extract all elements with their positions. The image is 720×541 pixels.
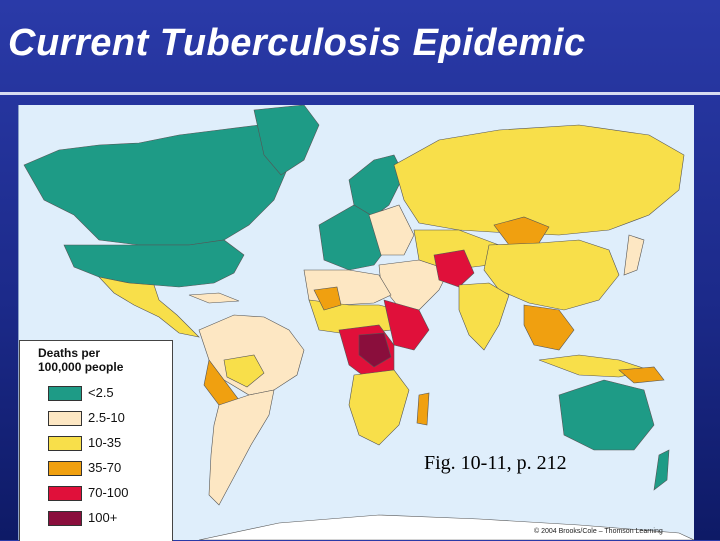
world-map [18, 105, 694, 540]
region-papua [618, 366, 665, 384]
region-afghanistan-pakistan [433, 249, 475, 288]
region-canada-alaska [23, 124, 290, 246]
legend-title-line1: Deaths per [38, 346, 101, 360]
legend-label: 10-35 [88, 435, 122, 450]
legend-swatch [48, 386, 82, 401]
region-china [483, 239, 620, 311]
region-east-africa [383, 299, 430, 351]
region-greenland [253, 105, 320, 176]
world-map-graphic [23, 105, 694, 540]
legend-swatch [48, 411, 82, 426]
region-brazil-centre [223, 354, 265, 388]
legend-item-70-100: 70-100 [48, 485, 168, 501]
legend-swatch [48, 436, 82, 451]
region-madagascar [416, 392, 430, 426]
legend-label: <2.5 [88, 385, 114, 400]
legend-item-10-35: 10-35 [48, 435, 168, 451]
region-australia [558, 379, 655, 451]
legend-title-line2: 100,000 people [38, 360, 124, 374]
legend-swatch [48, 486, 82, 501]
legend-item-35-70: 35-70 [48, 460, 168, 476]
title-divider [0, 92, 720, 95]
legend-item-100-plus: 100+ [48, 510, 168, 526]
region-japan [623, 234, 645, 276]
region-caribbean [188, 292, 240, 304]
region-new-zealand [653, 449, 670, 491]
region-north-africa [303, 269, 392, 306]
region-central-russia-hotspot [493, 216, 550, 246]
copyright-credit: © 2004 Brooks/Cole – Thomson Learning [534, 528, 663, 535]
region-russia [393, 124, 685, 236]
legend-label: 70-100 [88, 485, 129, 500]
legend-title: Deaths per 100,000 people [38, 346, 168, 374]
region-southeast-asia [523, 304, 575, 351]
region-mexico-central-america [98, 276, 200, 338]
legend-swatch [48, 511, 82, 526]
region-india [458, 282, 510, 351]
legend-label: 100+ [88, 510, 118, 525]
slide-title: Current Tuberculosis Epidemic [8, 22, 586, 64]
region-eastern-europe [368, 204, 415, 256]
region-central-africa-severe [358, 332, 392, 368]
legend-item-2-5-10: 2.5-10 [48, 410, 168, 426]
region-west-africa-hotspot [313, 286, 342, 311]
legend-item-lt-2-5: <2.5 [48, 385, 168, 401]
region-south-america-south [208, 389, 275, 506]
legend-swatch [48, 461, 82, 476]
figure-caption: Fig. 10-11, p. 212 [424, 452, 567, 474]
legend-label: 2.5-10 [88, 410, 125, 425]
legend-label: 35-70 [88, 460, 122, 475]
region-southern-africa [348, 369, 410, 446]
map-legend: Deaths per 100,000 people <2.5 2.5-10 10… [19, 340, 173, 541]
region-antarctica [198, 514, 694, 540]
region-usa [63, 239, 245, 288]
